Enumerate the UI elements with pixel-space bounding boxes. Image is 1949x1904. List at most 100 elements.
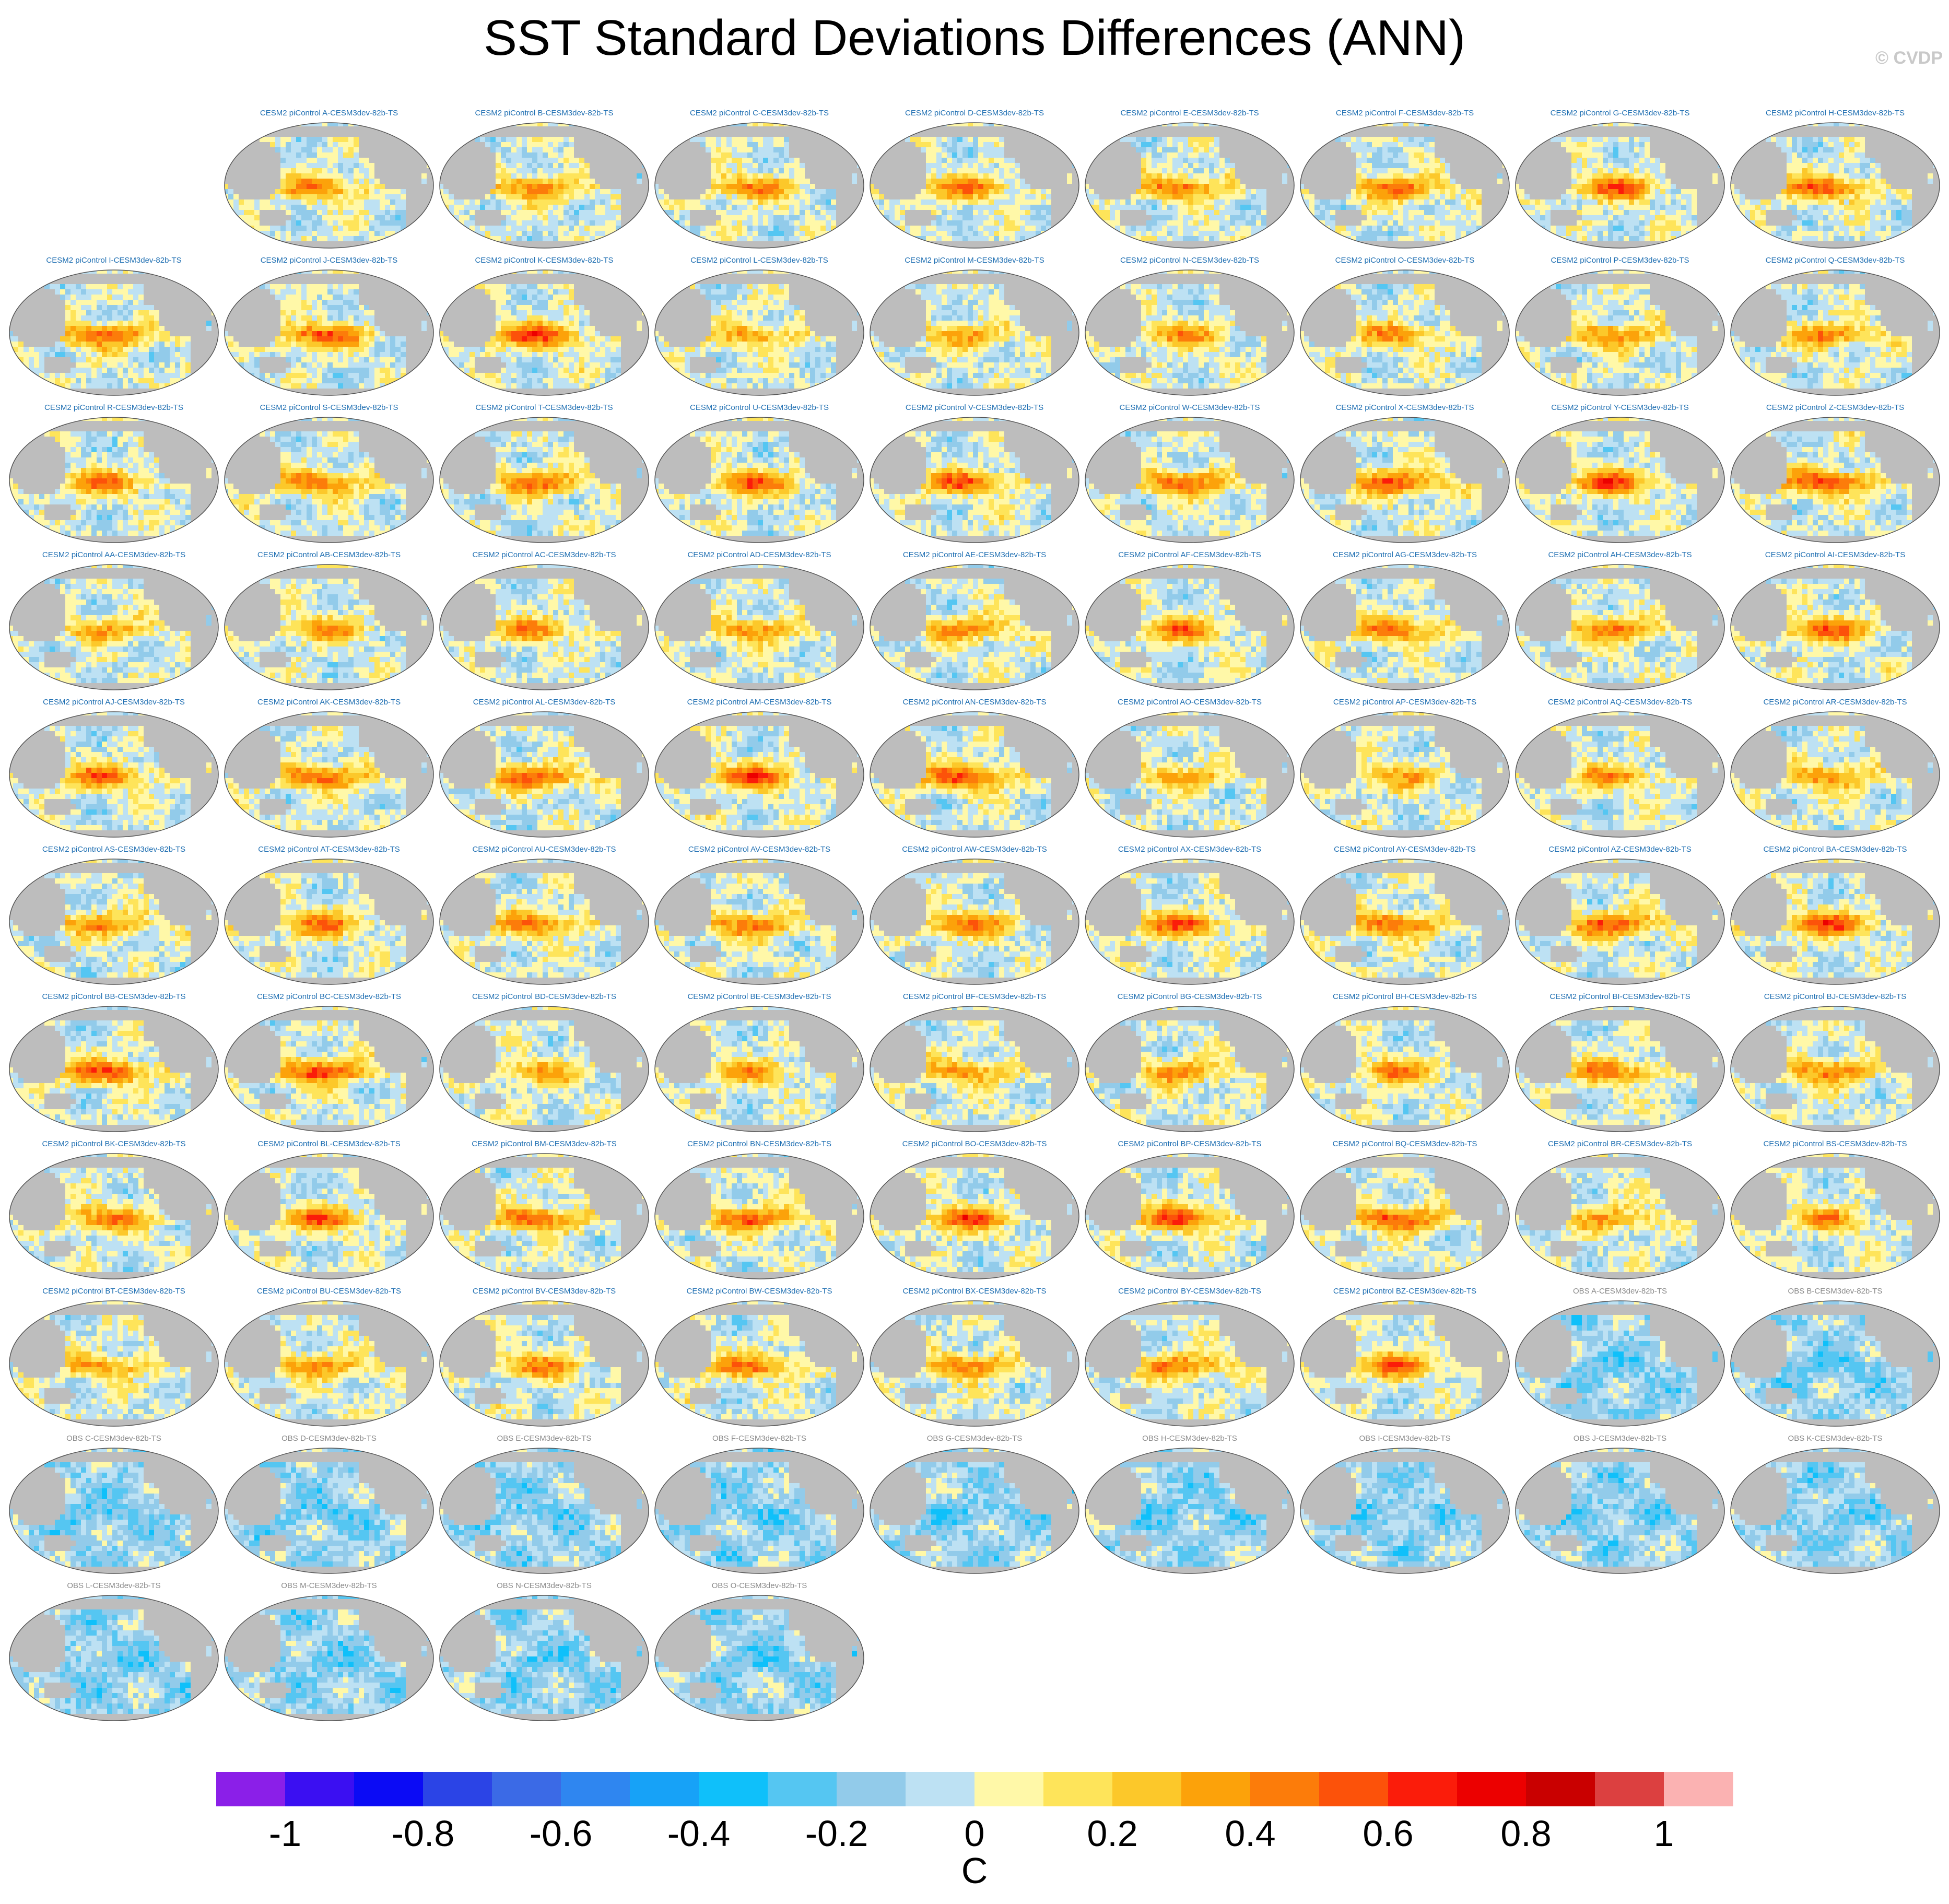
sst-cell [301,210,307,215]
land-cell [480,184,485,189]
sst-cell [280,121,286,126]
sst-cell [789,231,794,236]
sst-cell [747,152,753,158]
sst-cell [968,231,973,236]
sst-cell [1199,163,1204,168]
sst-cell [763,142,768,147]
land-cell [590,132,595,137]
sst-cell [432,236,435,241]
land-cell [411,226,416,231]
sst-cell [815,226,820,231]
sst-cell [1193,152,1199,158]
sst-cell [753,168,758,173]
sst-cell [1157,147,1162,152]
sst-cell [506,163,511,168]
land-cell [260,210,265,215]
sst-cell [239,231,244,236]
land-cell [841,189,847,194]
sst-cell [957,137,962,142]
land-cell [685,152,690,158]
sst-cell [1282,121,1287,126]
sst-cell [338,121,343,126]
sst-cell [1199,220,1204,226]
sst-cell [1235,215,1240,220]
sst-cell [296,163,301,168]
land-cell [847,194,852,199]
sst-cell [1041,199,1046,205]
sst-cell [1004,199,1009,205]
sst-cell [280,147,286,152]
land-cell [496,246,501,250]
sst-cell [1251,210,1256,215]
sst-cell [537,121,543,126]
land-cell [1004,142,1009,147]
sst-cell [826,189,831,194]
sst-cell [1136,147,1141,152]
land-cell [579,142,584,147]
land-cell [800,147,805,152]
sst-cell [1188,184,1193,189]
sst-cell [286,205,291,210]
sst-cell [233,205,239,210]
sst-cell [322,236,327,241]
sst-cell [228,220,233,226]
sst-cell [354,205,359,210]
sst-cell [1136,205,1141,210]
land-cell [847,205,852,210]
sst-cell [296,215,301,220]
sst-cell [763,163,768,168]
sst-cell [605,189,610,194]
sst-cell [711,163,716,168]
land-cell [931,215,936,220]
land-cell [895,152,900,158]
sst-cell [574,163,579,168]
sst-cell [989,215,994,220]
sst-cell [659,194,664,199]
land-cell [616,241,621,246]
land-cell [385,184,390,189]
land-cell [348,126,354,132]
sst-cell [789,194,794,199]
land-cell [1251,137,1256,142]
sst-cell [532,194,537,199]
land-cell [1120,179,1125,184]
land-cell [841,126,847,132]
land-cell [700,152,706,158]
land-cell [685,163,690,168]
sst-cell [711,152,716,158]
sst-cell [1219,210,1225,215]
land-cell [921,168,926,173]
sst-cell [1287,121,1293,126]
sst-cell [600,121,605,126]
land-cell [369,158,374,163]
sst-cell [957,194,962,199]
sst-cell [862,226,865,231]
sst-cell [685,199,690,205]
land-cell [480,189,485,194]
sst-cell [852,241,857,246]
land-cell [695,142,700,147]
sst-cell [768,189,773,194]
land-cell [1131,210,1136,215]
sst-cell [931,189,936,194]
sst-cell [1214,142,1219,147]
land-cell [659,126,664,132]
land-cell [569,126,574,132]
land-cell [647,199,650,205]
land-cell [706,132,711,137]
land-cell [852,210,857,215]
land-cell [270,220,275,226]
land-cell [1225,132,1230,137]
sst-cell [1199,226,1204,231]
sst-cell [1183,121,1188,126]
sst-cell [406,231,411,236]
sst-cell [957,147,962,152]
sst-cell [942,226,947,231]
sst-cell [1230,189,1235,194]
sst-cell [307,210,312,215]
sst-cell [1193,179,1199,184]
land-cell [862,215,865,220]
sst-cell [401,236,406,241]
land-cell [1046,246,1051,250]
land-cell [590,158,595,163]
